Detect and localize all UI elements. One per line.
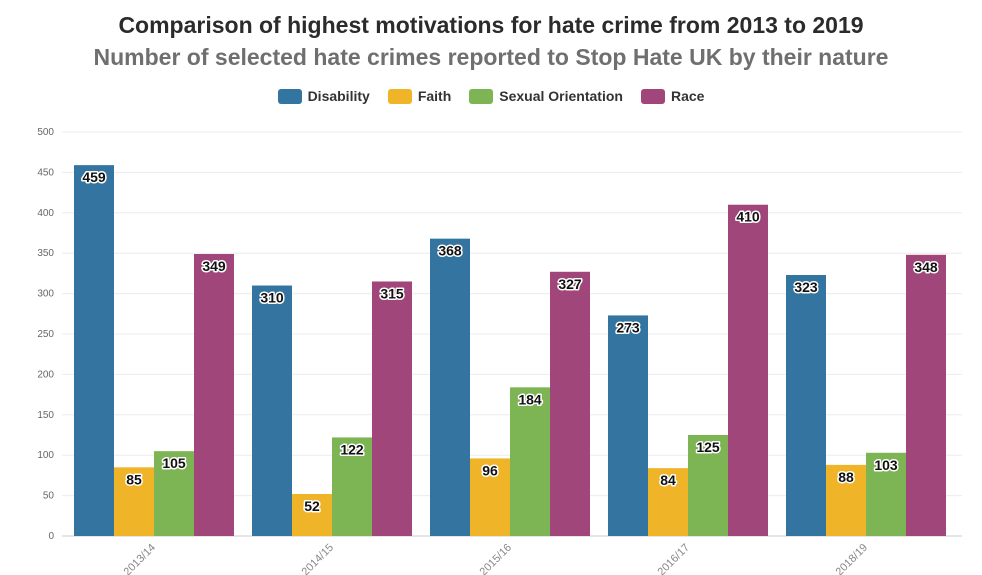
chart-legend: Disability Faith Sexual Orientation Race <box>0 88 982 104</box>
y-tick-label: 500 <box>37 127 54 138</box>
legend-swatch-race <box>640 88 665 104</box>
bar-faith-2018-19[interactable] <box>826 464 866 536</box>
bar-faith-2013-14[interactable] <box>114 467 154 536</box>
data-label: 85 <box>126 471 142 487</box>
bar-disability-2013-14[interactable] <box>74 165 114 537</box>
x-tick-label: 2018/19 <box>834 542 871 575</box>
bar-faith-2016-17[interactable] <box>648 468 688 536</box>
data-label: 88 <box>838 469 854 485</box>
x-tick-label: 2013/14 <box>122 542 159 575</box>
data-label: 410 <box>736 209 760 225</box>
data-label: 96 <box>482 462 498 478</box>
bar-sexual-orientation-2015-16[interactable] <box>510 387 550 536</box>
y-tick-label: 300 <box>37 289 54 300</box>
data-label: 105 <box>162 455 186 471</box>
x-tick-label: 2016/17 <box>656 542 693 575</box>
y-tick-label: 50 <box>43 491 55 502</box>
legend-item-race[interactable]: Race <box>640 88 705 104</box>
bar-sexual-orientation-2014-15[interactable] <box>332 437 372 536</box>
legend-label-disability: Disability <box>307 88 370 104</box>
bar-faith-2015-16[interactable] <box>470 458 510 536</box>
bar-race-2016-17[interactable] <box>728 204 768 536</box>
data-label: 348 <box>914 259 938 275</box>
y-tick-label: 350 <box>37 248 54 259</box>
bar-faith-2014-15[interactable] <box>292 493 332 536</box>
bar-disability-2015-16[interactable] <box>430 238 470 536</box>
data-label: 368 <box>438 243 462 259</box>
chart-title: Comparison of highest motivations for ha… <box>118 12 864 38</box>
y-tick-label: 150 <box>37 410 54 421</box>
x-tick-label: 2015/16 <box>478 542 515 575</box>
legend-label-race: Race <box>670 88 705 104</box>
data-label: 323 <box>794 279 818 295</box>
bar-race-2018-19[interactable] <box>906 254 946 537</box>
chart-subtitle: Number of selected hate crimes reported … <box>93 44 889 70</box>
bar-sexual-orientation-2018-19[interactable] <box>866 452 906 536</box>
y-tick-label: 200 <box>37 369 54 380</box>
legend-swatch-faith <box>387 88 412 104</box>
data-label: 184 <box>518 391 542 407</box>
data-label: 84 <box>660 472 676 488</box>
bar-race-2014-15[interactable] <box>372 281 412 536</box>
x-tick-label: 2014/15 <box>300 542 337 575</box>
legend-item-faith[interactable]: Faith <box>387 88 452 104</box>
legend-item-sexual-orientation[interactable]: Sexual Orientation <box>469 88 623 104</box>
data-label: 273 <box>616 319 640 335</box>
bar-disability-2018-19[interactable] <box>786 275 826 536</box>
legend-item-disability[interactable]: Disability <box>277 88 370 104</box>
data-label: 327 <box>558 276 582 292</box>
y-tick-label: 400 <box>37 208 54 219</box>
data-label: 103 <box>874 457 898 473</box>
data-label: 125 <box>696 439 720 455</box>
y-tick-label: 100 <box>37 450 54 461</box>
data-label: 310 <box>260 290 284 306</box>
data-label: 122 <box>340 441 364 457</box>
bar-sexual-orientation-2013-14[interactable] <box>154 451 194 536</box>
y-tick-label: 0 <box>48 531 54 542</box>
bar-disability-2014-15[interactable] <box>252 285 292 536</box>
legend-label-sexual-orientation: Sexual Orientation <box>499 88 623 104</box>
bar-race-2013-14[interactable] <box>194 254 234 536</box>
bar-disability-2016-17[interactable] <box>608 315 648 536</box>
bar-sexual-orientation-2016-17[interactable] <box>688 435 728 536</box>
data-label: 315 <box>380 285 404 301</box>
legend-label-faith: Faith <box>417 88 452 104</box>
data-label: 349 <box>202 258 226 274</box>
y-tick-label: 450 <box>37 167 54 178</box>
bar-race-2015-16[interactable] <box>550 271 590 536</box>
y-tick-label: 250 <box>37 329 54 340</box>
legend-swatch-disability <box>277 88 302 104</box>
data-label: 459 <box>82 169 106 185</box>
data-label: 52 <box>304 498 320 514</box>
legend-swatch-sexual-orientation <box>469 88 494 104</box>
